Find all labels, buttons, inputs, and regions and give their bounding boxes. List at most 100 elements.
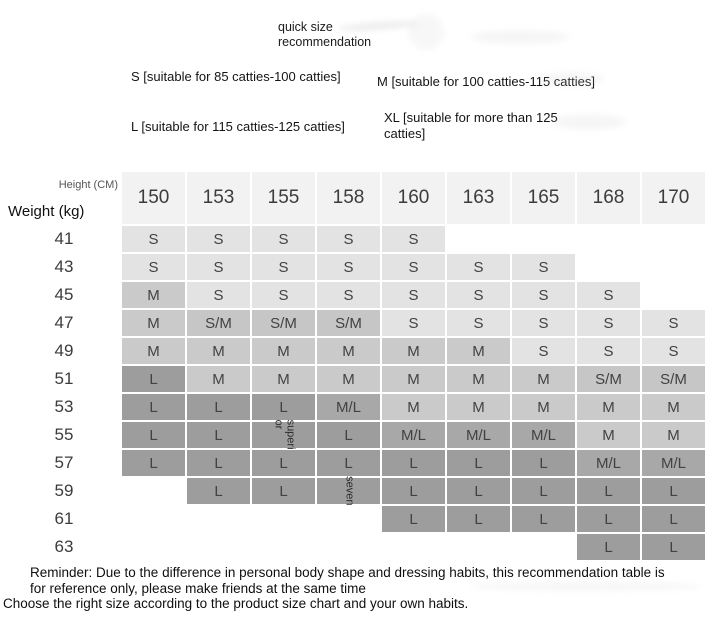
size-cell: M	[122, 310, 185, 336]
size-cell: L	[252, 394, 315, 420]
size-cell: M	[577, 394, 640, 420]
size-cell: M	[317, 338, 380, 364]
size-cell: L	[447, 506, 510, 532]
size-cell: S	[187, 254, 250, 280]
size-cell: S	[382, 226, 445, 252]
size-cell: S	[252, 226, 315, 252]
size-cell: S	[317, 226, 380, 252]
weight-row-header: 45	[54, 285, 74, 304]
size-cell: L	[122, 394, 185, 420]
size-cell: M	[252, 366, 315, 392]
size-cell: S	[447, 310, 510, 336]
size-cell: superi or	[252, 420, 315, 450]
empty-cell	[512, 534, 575, 560]
size-cell: S/M	[252, 310, 315, 336]
size-cell: S	[512, 338, 575, 364]
empty-cell	[252, 534, 315, 560]
size-cell: S/M	[317, 310, 380, 336]
size-cell: S	[577, 338, 640, 364]
size-cell: L	[122, 450, 185, 476]
size-cell: L	[122, 422, 185, 448]
size-cell: S	[317, 282, 380, 308]
size-cell: L	[122, 366, 185, 392]
size-cell: S/M	[577, 366, 640, 392]
height-column-header: 160	[382, 172, 445, 224]
size-cell: S	[512, 254, 575, 280]
legend-item-m: M [suitable for 100 catties-115 catties]	[377, 74, 595, 89]
size-cell: M	[382, 366, 445, 392]
empty-cell	[642, 254, 705, 280]
empty-cell	[252, 506, 315, 532]
size-cell: S/M	[187, 310, 250, 336]
size-cell: S	[382, 254, 445, 280]
size-cell: M	[447, 338, 510, 364]
size-cell: S	[642, 338, 705, 364]
size-cell: M	[317, 366, 380, 392]
size-cell: S	[122, 226, 185, 252]
size-cell: M	[122, 338, 185, 364]
page-title: quick size recommendation	[278, 20, 372, 49]
size-cell: M	[642, 422, 705, 448]
empty-cell	[317, 534, 380, 560]
size-cell: M	[512, 366, 575, 392]
size-cell: L	[577, 534, 640, 560]
size-cell: M/L	[512, 422, 575, 448]
height-axis-label: Height (CM)	[58, 179, 118, 191]
size-table-grid: Height (CM) Weight (kg) 150 153 155 158 160 1…	[8, 172, 707, 560]
weight-row-header: 59	[54, 481, 74, 500]
size-cell: L	[447, 450, 510, 476]
empty-cell	[577, 254, 640, 280]
empty-cell	[642, 282, 705, 308]
size-cell: L	[317, 450, 380, 476]
size-cell: L	[512, 478, 575, 504]
empty-cell	[382, 534, 445, 560]
size-cell: M	[382, 338, 445, 364]
size-cell: L	[382, 450, 445, 476]
legend-item-s: S [suitable for 85 catties-100 catties]	[131, 69, 341, 84]
weight-row-header: 55	[54, 425, 74, 444]
size-cell: L	[512, 506, 575, 532]
weight-row-header: 57	[54, 453, 74, 472]
size-cell: M	[577, 422, 640, 448]
empty-cell	[317, 506, 380, 532]
size-cell: M	[512, 394, 575, 420]
weight-row-header: 53	[54, 397, 74, 416]
size-cell: M/L	[642, 450, 705, 476]
legend-item-xl: XL [suitable for more than 125 catties]	[384, 110, 558, 141]
size-cell: M	[447, 366, 510, 392]
size-cell: S	[577, 282, 640, 308]
footer-choose: Choose the right size according to the p…	[3, 596, 469, 611]
height-column-header: 163	[447, 172, 510, 224]
height-column-header: 150	[122, 172, 185, 224]
size-cell: L	[187, 394, 250, 420]
size-cell: M	[642, 394, 705, 420]
size-cell: M	[447, 394, 510, 420]
rotated-overlay-text: seven	[343, 476, 356, 506]
size-cell: M	[122, 282, 185, 308]
size-cell: S	[382, 282, 445, 308]
weight-row-header: 43	[54, 257, 74, 276]
size-cell: S	[122, 254, 185, 280]
size-cell: M	[187, 338, 250, 364]
size-cell: S	[252, 282, 315, 308]
faded-watermark-smudge	[408, 14, 444, 50]
empty-cell	[642, 226, 705, 252]
weight-row-header: 47	[54, 313, 74, 332]
size-cell: S	[512, 282, 575, 308]
size-cell: L	[252, 450, 315, 476]
size-cell: S	[382, 310, 445, 336]
empty-cell	[187, 506, 250, 532]
height-column-header: 165	[512, 172, 575, 224]
size-cell: L	[317, 422, 380, 448]
size-cell: L	[252, 478, 315, 504]
weight-row-header: 49	[54, 341, 74, 360]
size-cell: L	[642, 506, 705, 532]
size-cell: S	[187, 282, 250, 308]
size-cell: M	[187, 366, 250, 392]
size-cell: M	[382, 394, 445, 420]
empty-cell	[447, 534, 510, 560]
faded-watermark-smudge	[552, 114, 626, 130]
faded-watermark-smudge	[540, 72, 604, 86]
size-cell: S/M	[642, 366, 705, 392]
